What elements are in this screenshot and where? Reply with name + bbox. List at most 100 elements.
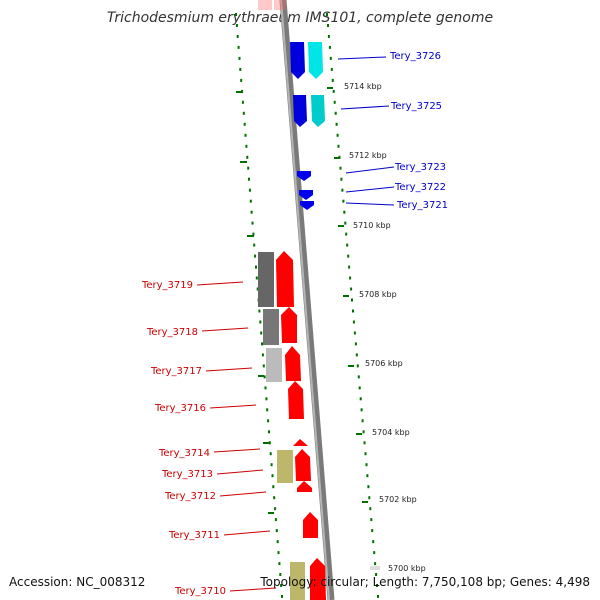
left-track-dot (235, 13, 237, 16)
tick-5712: 5712 kbp (349, 151, 387, 160)
right-track-dot (329, 56, 332, 60)
left-track-dot (266, 408, 269, 412)
left-track-dot (255, 265, 257, 269)
right-track-dot (377, 595, 379, 598)
right-track-dot (327, 24, 329, 27)
label-tery-3725[interactable]: Tery_3725 (390, 101, 442, 112)
gene-tery-3722[interactable] (299, 190, 313, 200)
label-tery-3717[interactable]: Tery_3717 (150, 366, 202, 377)
left-track-dot (254, 254, 257, 258)
left-track-dot (237, 45, 240, 49)
gene-tery-3726[interactable] (290, 42, 323, 79)
gene-tery-3711[interactable] (303, 512, 318, 538)
gene-tery-3717[interactable] (266, 346, 301, 382)
right-track-dot (341, 188, 344, 192)
left-track-dot (279, 573, 282, 576)
right-track-dot (364, 452, 367, 456)
label-tery-3711[interactable]: Tery_3711 (168, 530, 220, 541)
gene-tery-3710[interactable] (290, 558, 326, 600)
gene-tery-3718[interactable] (263, 307, 297, 345)
gene-tery-3716[interactable] (288, 381, 304, 419)
left-track-dot (280, 584, 283, 587)
right-track-dot (330, 67, 333, 71)
left-track-dot (236, 35, 239, 38)
left-track-dot (264, 386, 267, 390)
left-track-dot (259, 320, 262, 324)
tick-5700: 5700 kbp (388, 564, 426, 573)
label-tery-3716[interactable]: Tery_3716 (154, 403, 206, 414)
gene-tery-3721[interactable] (300, 201, 314, 210)
footer-tab (370, 566, 380, 570)
kbp-ticks: 5714 kbp 5712 kbp 5710 kbp 5708 kbp 5706… (344, 82, 426, 573)
right-track-dot (359, 397, 362, 401)
left-track-dot (277, 551, 280, 555)
left-track-dot (255, 276, 258, 280)
right-track-dot (350, 287, 353, 291)
left-track-dot (242, 111, 245, 115)
left-track-dot (241, 100, 244, 104)
gene-tery-3714[interactable] (293, 439, 308, 446)
callout-lines-right (337, 56, 395, 206)
right-track-dot (372, 540, 375, 544)
gene-tery-3712[interactable] (297, 481, 312, 492)
right-track-dot (368, 496, 371, 500)
gene-tery-3725[interactable] (293, 95, 325, 127)
left-track-dot (250, 210, 253, 214)
right-track-dot (366, 474, 369, 478)
right-track-dot (355, 353, 358, 357)
right-track-dot (363, 441, 366, 445)
left-track-dot (268, 441, 271, 445)
right-track-dot (371, 529, 374, 533)
label-tery-3712[interactable]: Tery_3712 (164, 491, 216, 502)
right-track-dot (336, 133, 339, 137)
right-track-dot (351, 298, 353, 302)
left-track-dot (278, 562, 281, 566)
right-track-dot (339, 166, 342, 170)
left-track-dot (271, 474, 274, 478)
right-track-dot (327, 35, 330, 38)
label-tery-3714[interactable]: Tery_3714 (158, 448, 210, 459)
label-tery-3710[interactable]: Tery_3710 (174, 586, 226, 597)
gene-tery-3723[interactable] (297, 171, 311, 181)
topology-text: Topology: circular; Length: 7,750,108 bp… (259, 575, 590, 589)
right-track-dot (360, 408, 363, 412)
label-tery-3726[interactable]: Tery_3726 (389, 51, 441, 62)
gene-tery-3713[interactable] (277, 449, 311, 483)
right-track-dot (345, 232, 348, 236)
left-track-dot (256, 287, 259, 291)
left-track-dot (251, 221, 254, 225)
gene-labels-right: Tery_3726 Tery_3725 Tery_3723 Tery_3722 … (389, 51, 448, 211)
left-track-dot (244, 133, 247, 137)
right-track-dot (337, 144, 340, 148)
label-tery-3723[interactable]: Tery_3723 (394, 162, 446, 173)
label-tery-3722[interactable]: Tery_3722 (394, 182, 446, 193)
label-tery-3718[interactable]: Tery_3718 (146, 327, 198, 338)
label-tery-3713[interactable]: Tery_3713 (161, 469, 213, 480)
label-tery-3719[interactable]: Tery_3719 (141, 280, 193, 291)
right-track-dot (334, 111, 337, 115)
right-track-dot (357, 375, 360, 379)
left-dotted-track (235, 13, 283, 598)
right-track-dot (340, 177, 343, 181)
gene-labels-left: Tery_3719 Tery_3718 Tery_3717 Tery_3716 … (141, 280, 226, 597)
right-track-dot (354, 342, 357, 346)
left-track-dot (261, 342, 263, 346)
right-track-dot (331, 78, 334, 82)
left-track-dot (274, 518, 277, 522)
right-track-dot (348, 265, 351, 269)
right-track-dot (344, 221, 347, 225)
right-track-dot (353, 331, 356, 335)
right-track-dot (326, 13, 328, 16)
left-track-dot (265, 397, 268, 401)
label-tery-3721[interactable]: Tery_3721 (396, 200, 448, 211)
right-track-dot (367, 485, 370, 489)
right-track-dot (374, 562, 377, 566)
right-track-dot (342, 199, 345, 203)
left-track-dot (269, 452, 272, 456)
left-track-dot (272, 485, 275, 489)
left-track-dot (245, 144, 248, 148)
gene-tery-3719[interactable] (258, 251, 294, 307)
left-track-dot (246, 155, 249, 159)
right-track-dot (333, 100, 336, 104)
